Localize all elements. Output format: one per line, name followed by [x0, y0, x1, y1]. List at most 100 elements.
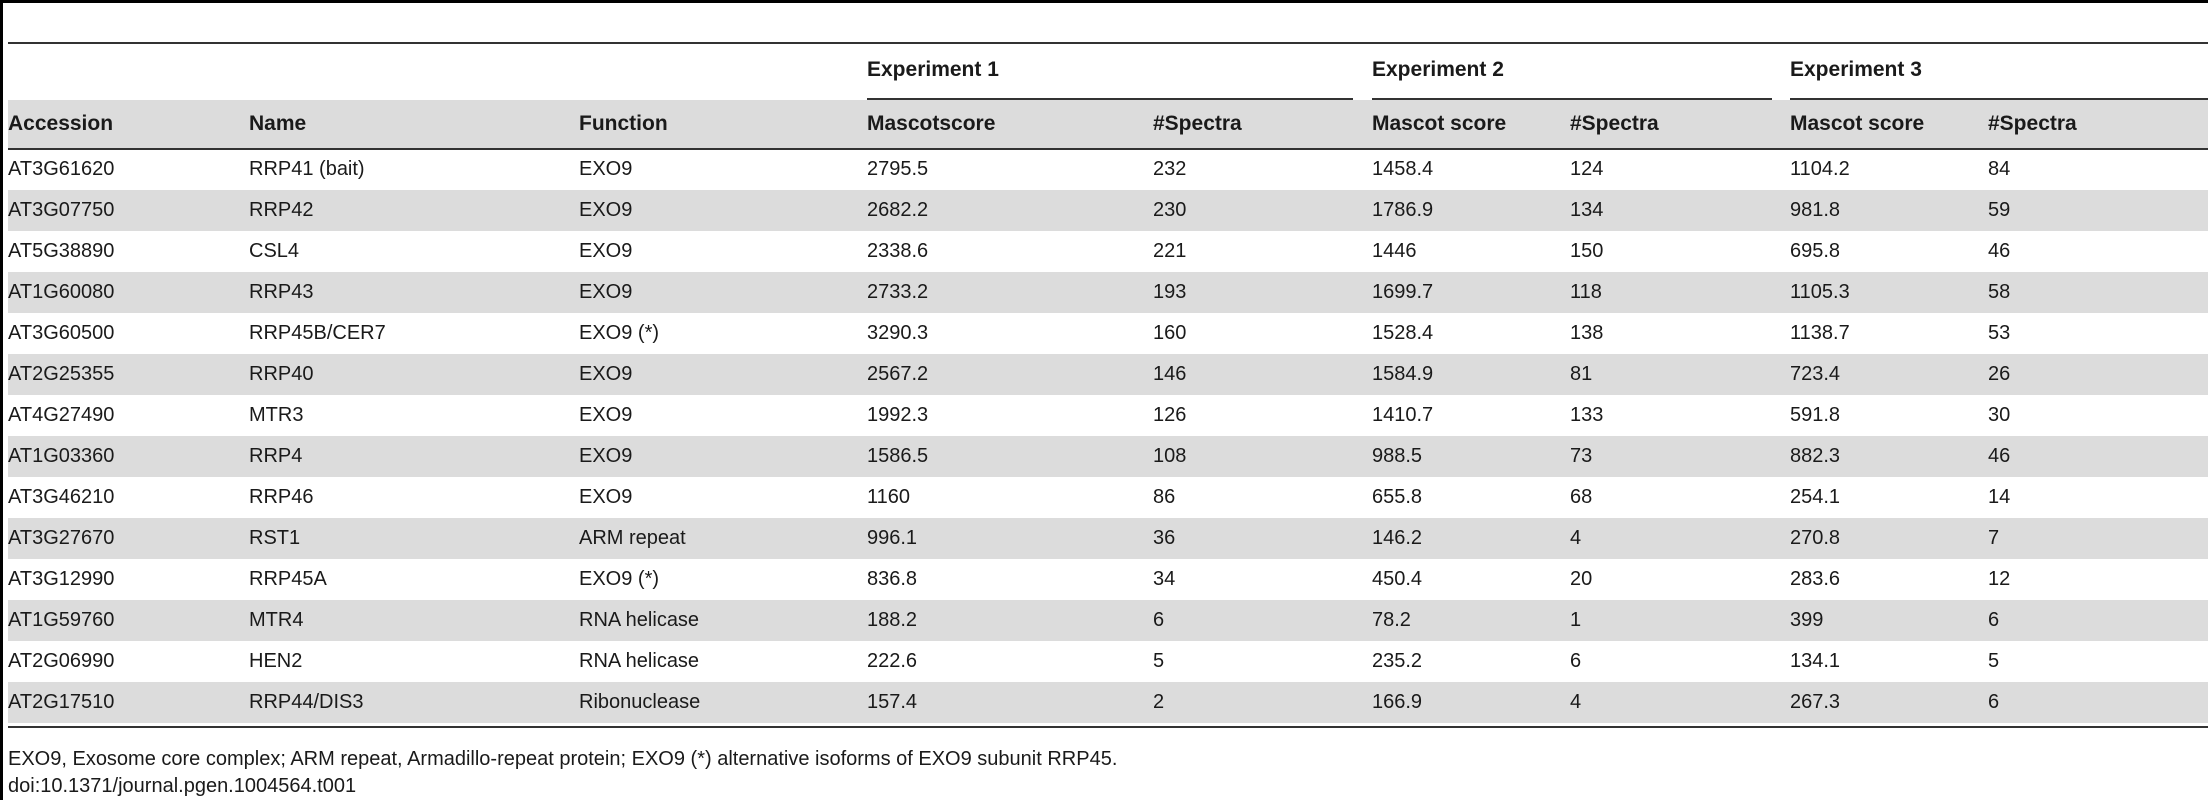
cell-function: EXO9	[579, 157, 633, 180]
cell-e2-spectra: 81	[1570, 354, 1790, 395]
cell-function: EXO9	[579, 436, 867, 477]
cell-name: RRP46	[249, 486, 314, 508]
cell-name: RST1	[249, 518, 579, 559]
cell-function: EXO9	[579, 404, 633, 426]
cell-e2-spectra: 134	[1570, 190, 1790, 231]
cell-name: RRP41 (bait)	[249, 157, 365, 180]
cell-e3-score: 1105.3	[1790, 272, 1988, 313]
col-header-e3-score: Mascot score	[1790, 100, 1988, 148]
cell-accession: AT3G60500	[8, 322, 115, 344]
cell-e1-score: 996.1	[867, 518, 1153, 559]
cell-e1-score: 1586.5	[867, 436, 1153, 477]
group-underline-experiment-3	[1790, 98, 2208, 100]
cell-accession: AT2G25355	[8, 354, 249, 395]
cell-e3-score: 882.3	[1790, 436, 1988, 477]
group-header-experiment-2: Experiment 2	[1372, 58, 1504, 81]
cell-e1-spectra: 36	[1153, 518, 1372, 559]
col-header-e2-score: Mascot score	[1372, 100, 1570, 148]
table-body: AT3G61620 RRP41 (bait) EXO9 2795.5 232 1458.4…	[8, 148, 2208, 723]
cell-e3-spectra: 46	[1988, 436, 2208, 477]
cell-e1-spectra: 160	[1153, 322, 1187, 344]
cell-function: RNA helicase	[579, 600, 867, 641]
cell-name: RRP45A	[249, 568, 327, 590]
cell-e1-spectra: 126	[1153, 404, 1187, 426]
group-header-experiment-3: Experiment 3	[1790, 58, 1922, 81]
cell-e3-spectra: 59	[1988, 190, 2208, 231]
table-row: AT2G25355 RRP40 EXO9 2567.2 146 1584.9 81 723.4…	[8, 354, 2208, 395]
left-border	[0, 0, 3, 800]
cell-e1-score: 836.8	[867, 568, 918, 590]
col-header-e3-spectra: #Spectra	[1988, 100, 2208, 148]
cell-function: EXO9	[579, 240, 633, 262]
cell-e2-spectra: 68	[1570, 486, 1593, 508]
col-header-e2-spectra: #Spectra	[1570, 100, 1790, 148]
cell-function: Ribonuclease	[579, 682, 867, 723]
cell-e1-score: 1160	[867, 486, 911, 508]
cell-accession: AT2G17510	[8, 682, 249, 723]
cell-e1-spectra: 86	[1153, 486, 1176, 508]
table-row: AT3G46210 RRP46 EXO9 1160 86 655.8 68 254.1 14	[8, 477, 2208, 518]
cell-e1-spectra: 146	[1153, 354, 1372, 395]
cell-e3-spectra: 46	[1988, 240, 2011, 262]
cell-e1-score: 2567.2	[867, 354, 1153, 395]
cell-e1-spectra: 232	[1153, 157, 1187, 180]
cell-name: MTR3	[249, 404, 304, 426]
cell-e2-spectra: 150	[1570, 240, 1604, 262]
cell-e2-score: 655.8	[1372, 486, 1423, 508]
group-underline-experiment-2	[1372, 98, 1772, 100]
cell-e1-score: 2733.2	[867, 272, 1153, 313]
cell-e2-score: 1699.7	[1372, 272, 1570, 313]
cell-e2-spectra: 138	[1570, 322, 1604, 344]
top-border	[0, 0, 2208, 3]
cell-function: EXO9	[579, 190, 867, 231]
cell-e3-score: 134.1	[1790, 650, 1841, 672]
cell-accession: AT2G06990	[8, 650, 115, 672]
table-row: AT1G60080 RRP43 EXO9 2733.2 193 1699.7 118 1105…	[8, 272, 2208, 313]
cell-name: RRP42	[249, 190, 579, 231]
group-header-row: Experiment 1 Experiment 2 Experiment 3	[0, 52, 2208, 92]
cell-e3-spectra: 5	[1988, 650, 2000, 672]
cell-e3-score: 399	[1790, 600, 1988, 641]
table-row: AT3G12990 RRP45A EXO9 (*) 836.8 34 450.4 20 283…	[8, 559, 2208, 600]
cell-accession: AT3G46210	[8, 486, 115, 508]
cell-name: RRP45B/CER7	[249, 322, 386, 344]
cell-e2-score: 235.2	[1372, 650, 1423, 672]
cell-accession: AT4G27490	[8, 404, 115, 426]
table-row: AT3G60500 RRP45B/CER7 EXO9 (*) 3290.3 160 152…	[8, 313, 2208, 354]
cell-e1-spectra: 221	[1153, 240, 1187, 262]
cell-accession: AT3G07750	[8, 190, 249, 231]
cell-e2-spectra: 20	[1570, 568, 1593, 590]
cell-e1-spectra: 2	[1153, 682, 1372, 723]
cell-e1-spectra: 230	[1153, 190, 1372, 231]
cell-e3-spectra: 7	[1988, 518, 2208, 559]
cell-e3-score: 283.6	[1790, 568, 1841, 590]
cell-e2-score: 1410.7	[1372, 404, 1434, 426]
cell-e3-score: 981.8	[1790, 190, 1988, 231]
cell-name: RRP40	[249, 354, 579, 395]
cell-e3-spectra: 6	[1988, 600, 2208, 641]
col-header-name: Name	[249, 100, 579, 148]
cell-accession: AT3G61620	[8, 157, 115, 180]
proteomics-table: Accession Name Function Mascotscore #Spe…	[8, 100, 2208, 723]
cell-name: MTR4	[249, 600, 579, 641]
column-header-row: Accession Name Function Mascotscore #Spe…	[8, 100, 2208, 148]
cell-name: HEN2	[249, 650, 303, 672]
cell-name: CSL4	[249, 240, 300, 262]
cell-e3-score: 591.8	[1790, 404, 1841, 426]
cell-e3-score: 270.8	[1790, 518, 1988, 559]
cell-e3-spectra: 58	[1988, 272, 2208, 313]
cell-e1-score: 2682.2	[867, 190, 1153, 231]
cell-e3-score: 723.4	[1790, 354, 1988, 395]
header-bottom-rule	[8, 148, 2208, 150]
cell-e2-spectra: 124	[1570, 157, 1604, 180]
col-header-e1-score: Mascotscore	[867, 100, 1153, 148]
table-row: AT3G61620 RRP41 (bait) EXO9 2795.5 232 1458.4…	[8, 148, 2208, 190]
cell-function: EXO9	[579, 272, 867, 313]
cell-name: RRP43	[249, 272, 579, 313]
cell-e1-score: 1992.3	[867, 404, 929, 426]
cell-e1-score: 157.4	[867, 682, 1153, 723]
cell-accession: AT3G27670	[8, 518, 249, 559]
cell-e3-spectra: 12	[1988, 568, 2011, 590]
table-row: AT3G07750 RRP42 EXO9 2682.2 230 1786.9 134 981.…	[8, 190, 2208, 231]
cell-e3-spectra: 53	[1988, 322, 2011, 344]
